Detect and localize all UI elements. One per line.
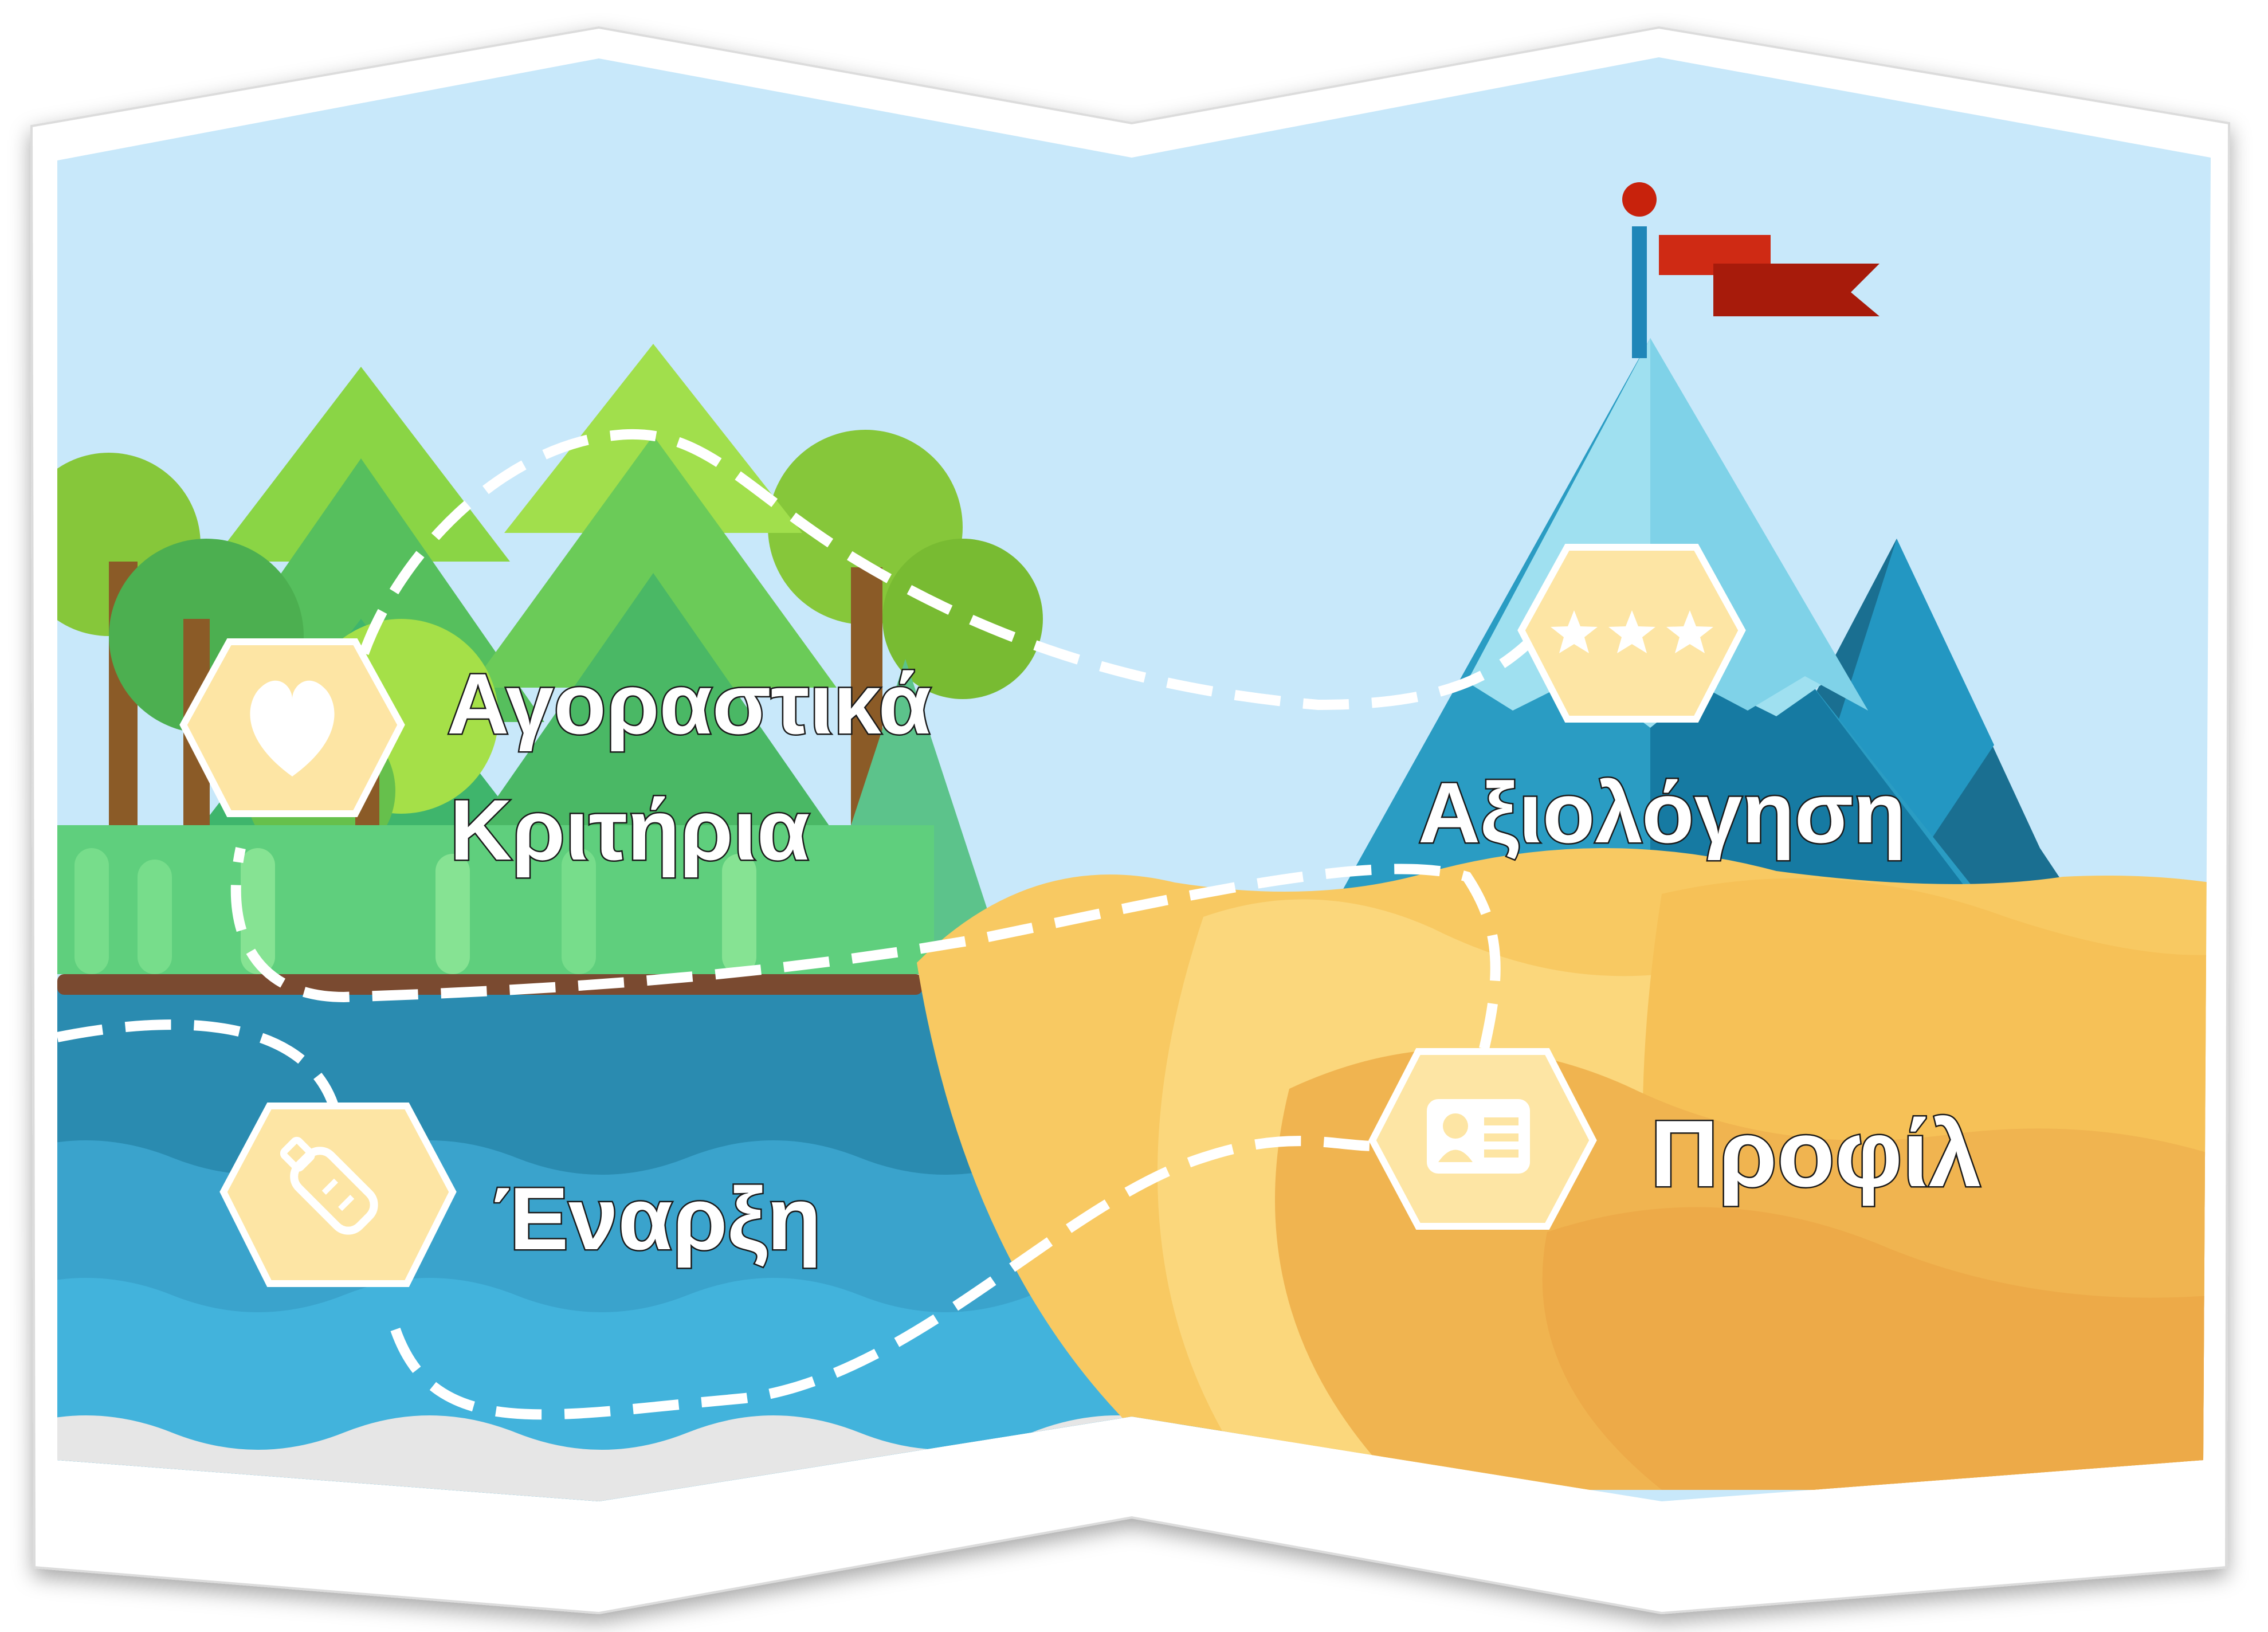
step-label-profile: Προφίλ xyxy=(1650,1101,1981,1206)
summit-flag xyxy=(1622,182,1879,358)
step-label-start: Έναρξη xyxy=(493,1169,821,1268)
profile-card-icon xyxy=(1427,1099,1530,1174)
hexagon-badge xyxy=(219,1103,457,1287)
step-label-evaluation: Αξιολόγηση xyxy=(1418,764,1906,861)
step-evaluation[interactable]: Αξιολόγηση xyxy=(1417,544,1907,862)
heart-icon xyxy=(250,680,335,776)
forest-ground xyxy=(57,974,923,995)
journey-path xyxy=(57,429,1540,1420)
message-bottle-icon xyxy=(280,1136,378,1235)
step-start[interactable]: Έναρξη xyxy=(219,1103,823,1287)
desert-dunes xyxy=(917,848,2211,1490)
step-buying-criteria[interactable]: Αγοραστικά Κριτήρια xyxy=(179,638,932,880)
step-profile[interactable]: Προφίλ xyxy=(1368,1048,1983,1230)
step-label-buying-criteria-line1: Αγοραστικά xyxy=(447,656,931,752)
step-label-buying-criteria-line2: Κριτήρια xyxy=(450,782,810,878)
three-stars-icon xyxy=(1551,610,1713,653)
